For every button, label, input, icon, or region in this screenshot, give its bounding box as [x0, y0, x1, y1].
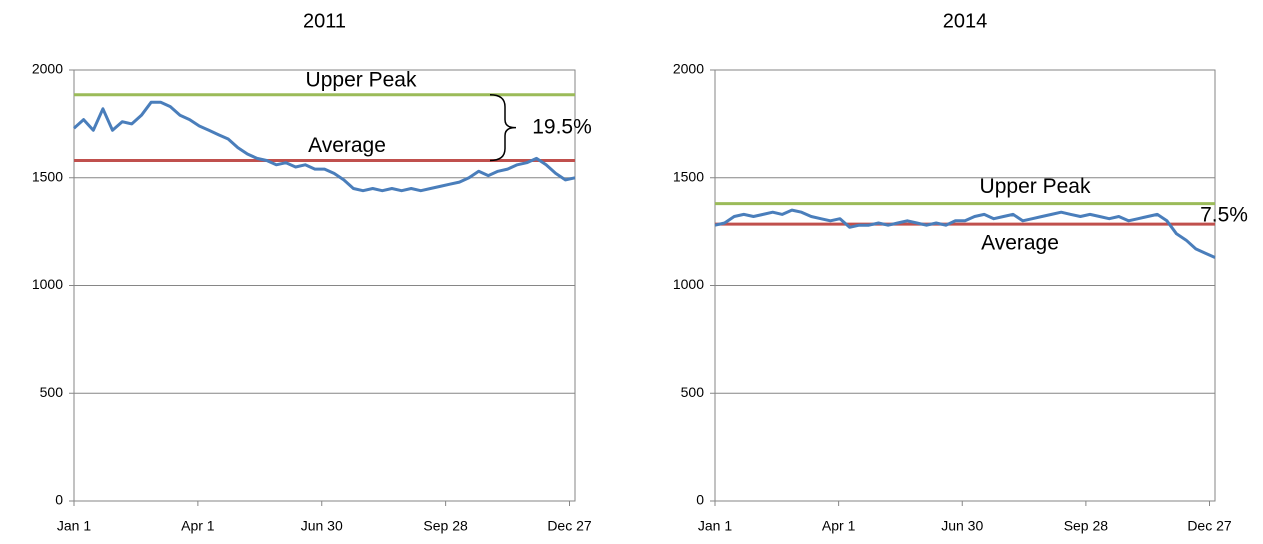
y-tick-label: 0	[696, 492, 704, 508]
reference-label: Average	[981, 232, 1059, 255]
reference-label: Upper Peak	[306, 68, 417, 91]
x-tick-label: Jun 30	[301, 518, 343, 534]
subplot: 2011 0 500 1000 1500 2000 Jan 1 Apr 1 Jun 30 Sep …	[32, 10, 592, 533]
y-tick-label: 0	[55, 492, 63, 508]
annotation: 7.5%	[1200, 204, 1248, 227]
series-line	[72, 100, 576, 193]
y-tick-label: 1000	[673, 276, 704, 292]
x-tick-label: Jan 1	[698, 518, 732, 534]
brace	[489, 94, 516, 162]
x-tick-label: Jan 1	[57, 518, 91, 534]
x-tick-label: Sep 28	[423, 518, 468, 534]
subplot: 2014 0 500 1000 1500 2000 Jan 1 Apr 1 Jun 30 Sep …	[673, 10, 1248, 533]
x-tick-label: Apr 1	[822, 518, 856, 534]
x-tick-label: Dec 27	[547, 518, 592, 534]
y-tick-label: 500	[40, 384, 64, 400]
plot-frame	[714, 69, 1216, 502]
x-tick-label: Jun 30	[941, 518, 983, 534]
series-line	[714, 208, 1216, 259]
chart-title: 2014	[943, 10, 988, 32]
reference-label: Average	[308, 134, 386, 157]
plot-frame	[73, 69, 576, 502]
y-tick-label: 500	[681, 384, 705, 400]
x-tick-label: Dec 27	[1187, 518, 1232, 534]
chart-title: 2011	[303, 10, 346, 32]
x-tick-label: Sep 28	[1064, 518, 1109, 534]
y-tick-label: 2000	[32, 61, 63, 77]
y-tick-label: 1000	[32, 276, 63, 292]
y-tick-label: 1500	[673, 168, 704, 184]
x-tick-label: Apr 1	[181, 518, 215, 534]
reference-label: Upper Peak	[980, 175, 1091, 198]
y-tick-label: 1500	[32, 168, 63, 184]
annotation: 19.5%	[532, 116, 592, 139]
y-tick-label: 2000	[673, 61, 704, 77]
